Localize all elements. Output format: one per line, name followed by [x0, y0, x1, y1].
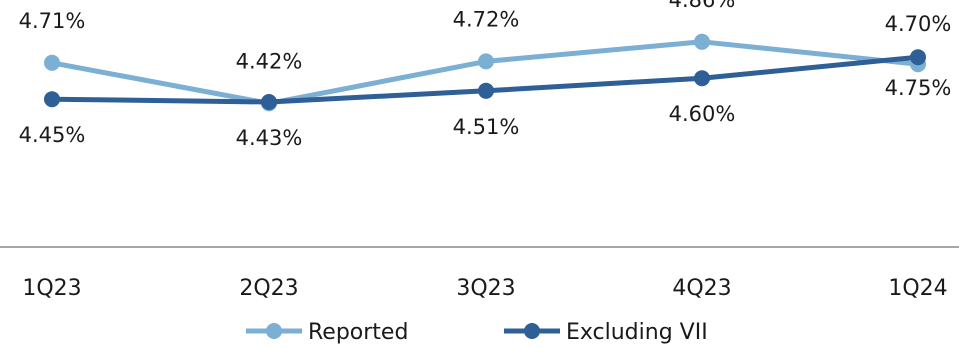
x-tick-label-3q23: 3Q23: [456, 276, 515, 301]
legend-label-reported: Reported: [308, 320, 408, 345]
data-label-reported-1q23: 4.71%: [19, 9, 86, 33]
data-label-reported-4q23: 4.86%: [669, 0, 736, 12]
data-point-excluding-vii-1q24: [910, 49, 926, 66]
x-tick-label-4q23: 4Q23: [672, 276, 731, 301]
data-point-excluding-vii-4q23: [694, 70, 710, 87]
data-label-excluding-vii-2q23: 4.43%: [236, 126, 303, 150]
data-label-excluding-vii-3q23: 4.51%: [453, 115, 520, 139]
data-point-reported-3q23: [478, 53, 494, 70]
data-point-excluding-vii-1q23: [44, 91, 60, 108]
data-label-excluding-vii-1q24: 4.75%: [885, 76, 952, 100]
data-label-excluding-vii-1q23: 4.45%: [19, 123, 86, 147]
data-point-reported-4q23: [694, 33, 710, 50]
legend-swatch-marker-excluding-vii: [524, 323, 540, 339]
series-layer: [44, 33, 926, 112]
x-tick-label-1q24: 1Q24: [888, 276, 947, 301]
data-label-excluding-vii-4q23: 4.60%: [669, 102, 736, 126]
legend-swatch-marker-reported: [266, 323, 282, 339]
data-label-reported-1q24: 4.70%: [885, 12, 952, 36]
data-label-layer: 4.71% 4.42% 4.72% 4.86% 4.70% 4.45% 4.43% 4.51%…: [19, 0, 952, 150]
x-tick-layer: 1Q23 2Q23 3Q23 4Q23 1Q24: [22, 276, 947, 301]
data-point-reported-1q23: [44, 54, 60, 71]
x-tick-label-2q23: 2Q23: [239, 276, 298, 301]
legend-item-reported: Reported: [246, 320, 408, 345]
data-label-reported-3q23: 4.72%: [453, 7, 520, 31]
data-point-excluding-vii-3q23: [478, 82, 494, 99]
legend: Reported Excluding VII: [246, 320, 708, 345]
data-label-reported-2q23: 4.42%: [236, 49, 303, 73]
x-tick-label-1q23: 1Q23: [22, 276, 81, 301]
data-point-excluding-vii-2q23: [261, 94, 277, 110]
legend-item-excluding-vii: Excluding VII: [504, 320, 708, 345]
legend-label-excluding-vii: Excluding VII: [566, 320, 708, 345]
